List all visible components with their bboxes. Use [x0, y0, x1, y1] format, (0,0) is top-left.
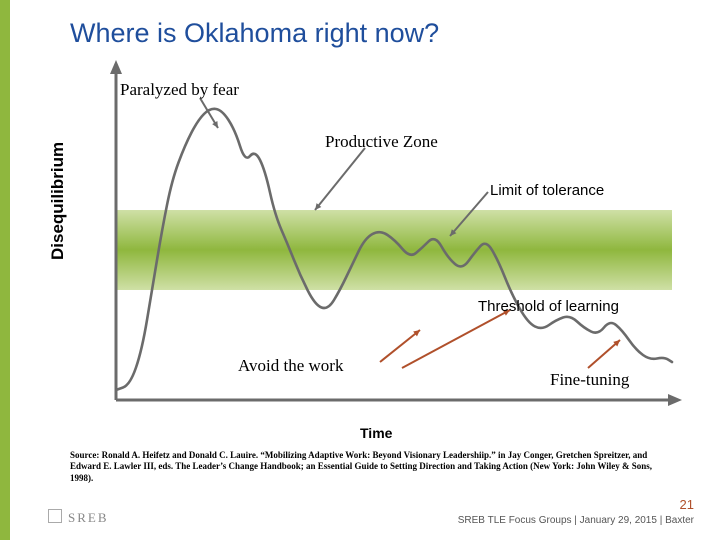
chart-svg	[70, 60, 690, 420]
page-number: 21	[680, 497, 694, 512]
page-title: Where is Oklahoma right now?	[70, 18, 439, 49]
annotation-productive: Productive Zone	[325, 132, 438, 152]
accent-bar	[0, 0, 10, 540]
annotation-threshold: Threshold of learning	[478, 298, 619, 315]
footer-text: SREB TLE Focus Groups | January 29, 2015…	[458, 515, 694, 526]
annotation-paralyzed: Paralyzed by fear	[120, 80, 239, 100]
annotation-fine: Fine-tuning	[550, 370, 629, 390]
logo: SREB	[48, 509, 109, 526]
x-axis-label: Time	[360, 425, 392, 441]
annotation-limit: Limit of tolerance	[490, 182, 604, 199]
y-axis-label: Disequilibrium	[48, 142, 68, 260]
source-citation: Source: Ronald A. Heifetz and Donald C. …	[70, 450, 670, 484]
chart: Disequilibrium Time Paralyzed by fear Pr…	[70, 60, 690, 420]
annotation-avoid: Avoid the work	[238, 356, 343, 376]
